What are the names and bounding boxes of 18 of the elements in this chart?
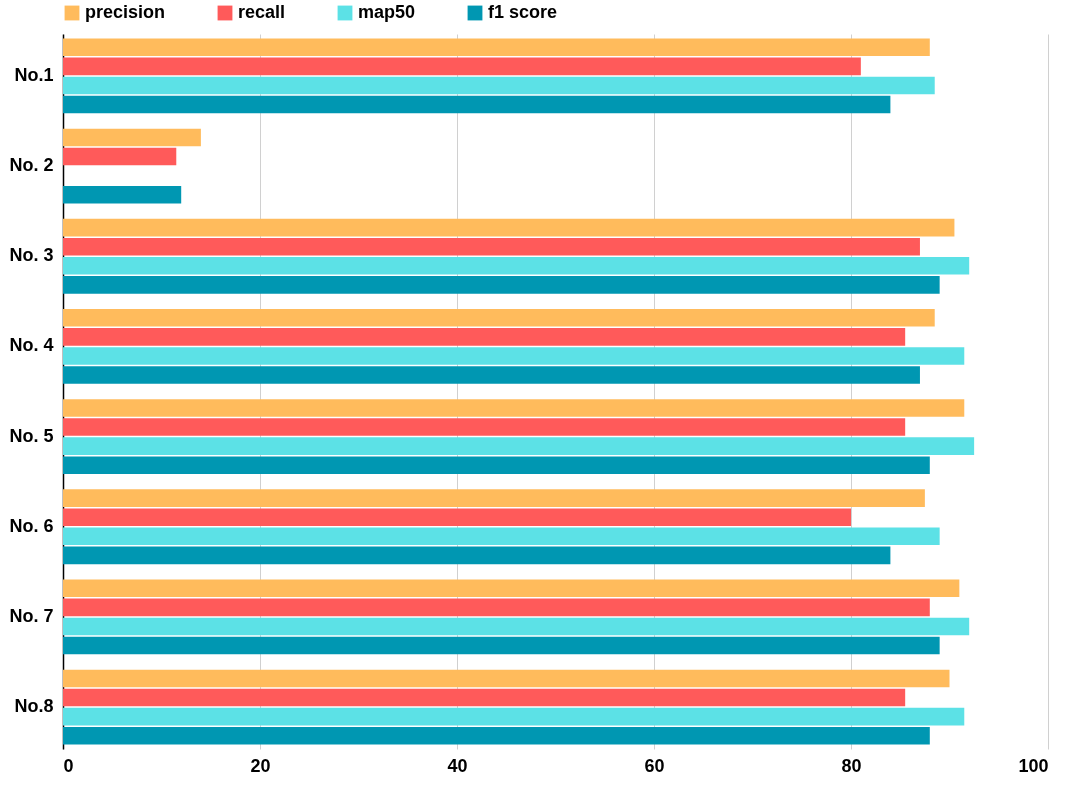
y-tick-label: No. 5: [9, 425, 54, 446]
x-tick-label: 40: [447, 755, 468, 776]
legend-label: precision: [85, 2, 166, 22]
legend-label: recall: [238, 2, 286, 22]
y-tick-label: No. 2: [9, 155, 54, 176]
x-tick-label: 60: [644, 755, 665, 776]
y-tick-label: No.8: [14, 696, 54, 717]
x-tick-label: 0: [63, 755, 74, 776]
y-tick-label: No. 7: [9, 605, 54, 626]
x-tick-label: 20: [250, 755, 271, 776]
legend-label: f1 score: [488, 2, 558, 22]
y-tick-label: No. 6: [9, 515, 54, 536]
y-tick-label: No.1: [14, 64, 54, 85]
y-tick-label: No. 3: [9, 245, 54, 266]
x-tick-label: 100: [1018, 755, 1049, 776]
x-tick-label: 80: [841, 755, 862, 776]
y-tick-label: No. 4: [9, 335, 54, 356]
legend-label: map50: [358, 2, 416, 22]
